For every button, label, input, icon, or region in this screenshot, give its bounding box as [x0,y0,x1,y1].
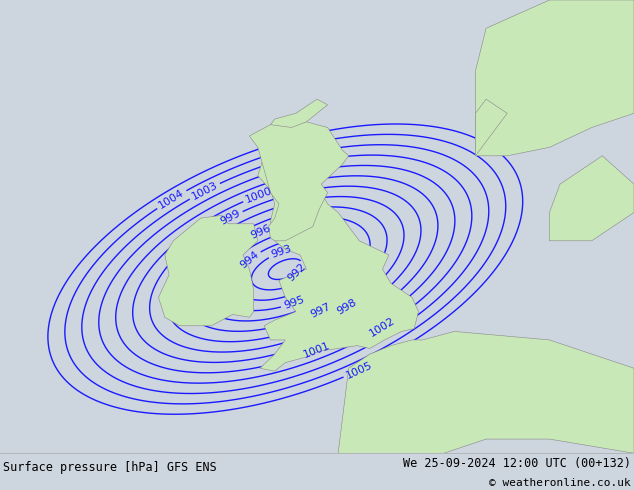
Text: 995: 995 [282,295,306,311]
Text: 994: 994 [238,249,261,270]
Text: 996: 996 [249,223,273,241]
Text: We 25-09-2024 12:00 UTC (00+132): We 25-09-2024 12:00 UTC (00+132) [403,457,631,470]
Text: 1002: 1002 [368,316,398,339]
Text: 999: 999 [219,208,242,227]
Text: 1000: 1000 [244,186,274,205]
Text: © weatheronline.co.uk: © weatheronline.co.uk [489,478,631,489]
Polygon shape [550,156,634,241]
Polygon shape [271,99,328,127]
Text: 1004: 1004 [157,188,186,211]
Polygon shape [258,124,418,371]
Text: 998: 998 [335,297,358,317]
Text: 993: 993 [269,244,293,260]
Polygon shape [158,215,258,326]
Text: Surface pressure [hPa] GFS ENS: Surface pressure [hPa] GFS ENS [3,461,217,474]
Text: 1003: 1003 [190,180,219,202]
Polygon shape [249,122,349,241]
Text: 992: 992 [286,261,308,283]
Polygon shape [476,0,634,156]
Text: 1001: 1001 [302,341,332,360]
Text: 997: 997 [309,302,332,320]
Polygon shape [338,331,634,453]
Text: 1005: 1005 [344,360,374,381]
Polygon shape [476,99,507,156]
